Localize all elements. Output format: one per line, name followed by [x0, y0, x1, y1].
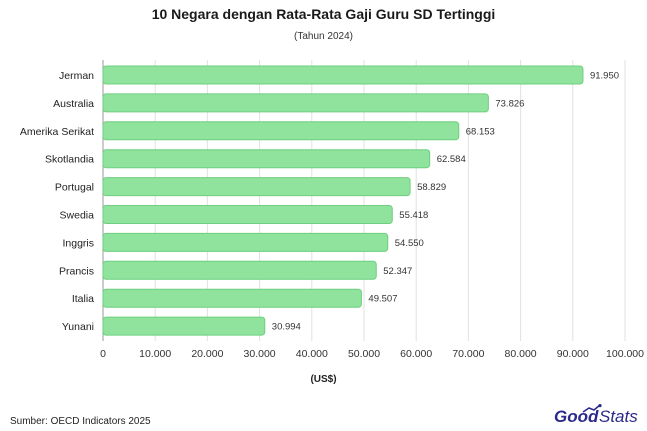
value-label: 58.829	[417, 182, 446, 193]
category-label: Yunani	[62, 321, 94, 333]
value-label: 52.347	[383, 266, 412, 277]
x-tick-labels: 0 10.000 20.000 30.000 40.000 50.000 60.000 70.…	[100, 348, 644, 360]
category-label: Portugal	[55, 182, 94, 194]
bar	[102, 260, 377, 280]
category-label: Jerman	[59, 70, 94, 82]
category-label: Skotlandia	[45, 154, 94, 166]
bar	[102, 93, 489, 113]
x-tick-label: 0	[100, 348, 106, 360]
category-label: Australia	[53, 98, 94, 110]
x-tick-label: 70.000	[452, 348, 484, 360]
logo-dot-icon	[598, 404, 602, 408]
bars	[102, 65, 584, 336]
bar	[102, 232, 389, 252]
bar	[102, 149, 431, 169]
value-label: 49.507	[368, 294, 397, 305]
x-tick-label: 40.000	[296, 348, 328, 360]
bar	[102, 205, 393, 224]
bar	[102, 65, 584, 85]
value-label: 62.584	[437, 154, 466, 165]
bar	[102, 316, 266, 336]
category-label: Prancis	[59, 265, 94, 277]
bar	[102, 177, 411, 197]
category-labels: Jerman Australia Amerika Serikat Skotlandia…	[20, 70, 94, 333]
x-axis-label: (US$)	[310, 374, 337, 385]
category-label: Italia	[72, 293, 94, 305]
value-label: 68.153	[466, 126, 495, 137]
bar	[102, 121, 460, 141]
logo-trend-icon	[582, 404, 601, 413]
x-tick-label: 20.000	[191, 348, 223, 360]
x-tick-label: 90.000	[557, 348, 589, 360]
value-labels: 91.950 73.826 68.153 62.584 58.829 55.418 54.5…	[272, 71, 619, 333]
chart-title: 10 Negara dengan Rata-Rata Gaji Guru SD …	[151, 6, 496, 22]
x-tick-label: 30.000	[244, 348, 276, 360]
x-tick-label: 10.000	[139, 348, 171, 360]
goodstats-logo: Good Stats	[554, 404, 638, 426]
value-label: 55.418	[399, 210, 428, 221]
value-label: 73.826	[495, 98, 524, 109]
value-label: 91.950	[590, 71, 619, 82]
x-tick-label: 80.000	[505, 348, 537, 360]
category-label: Inggris	[62, 237, 94, 249]
x-tick-label: 60.000	[400, 348, 432, 360]
x-tick-label: 50.000	[348, 348, 380, 360]
value-label: 54.550	[395, 238, 424, 249]
bar	[102, 288, 362, 308]
logo-text-stats: Stats	[599, 407, 638, 426]
category-label: Amerika Serikat	[20, 126, 94, 138]
x-tick-label: 100.000	[606, 348, 644, 360]
chart-subtitle: (Tahun 2024)	[294, 31, 353, 42]
source-note: Sumber: OECD Indicators 2025	[10, 416, 151, 427]
logo-text-good: Good	[554, 407, 599, 426]
value-label: 30.994	[272, 322, 301, 333]
category-label: Swedia	[60, 210, 95, 222]
